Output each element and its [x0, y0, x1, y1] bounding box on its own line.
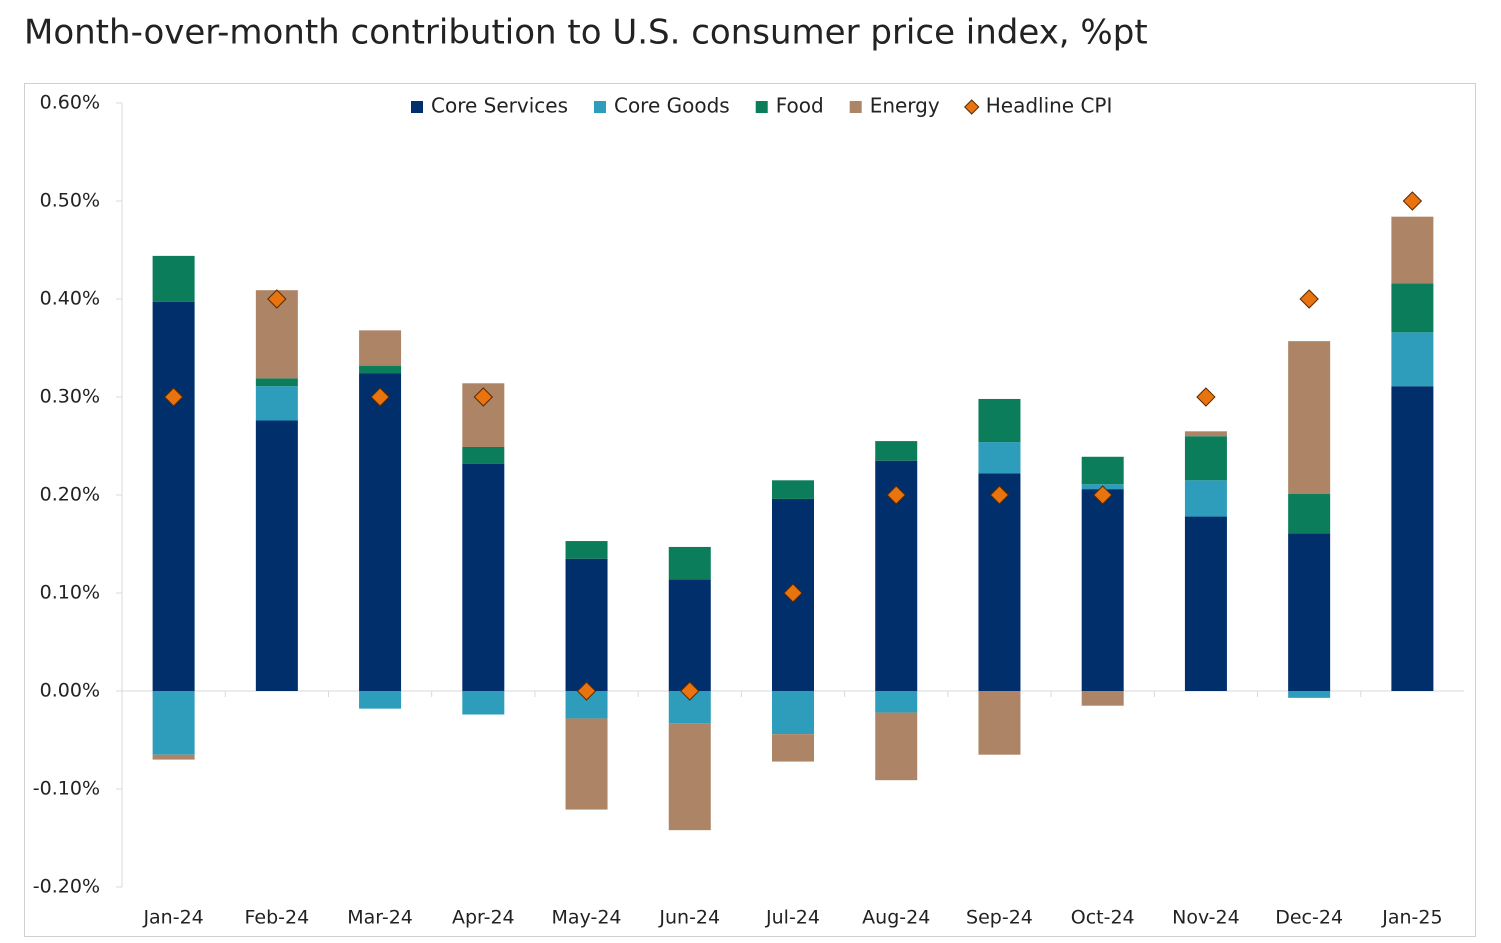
legend-label: Headline CPI [986, 94, 1113, 118]
legend-swatch [849, 101, 862, 113]
bar-segment [1391, 386, 1434, 691]
legend-label: Energy [870, 94, 940, 118]
legend-swatch [411, 101, 423, 113]
legend-label: Core Services [431, 94, 568, 118]
bar-segment [1288, 691, 1331, 698]
chart-frame [24, 83, 1476, 937]
bar-segment [1081, 489, 1124, 691]
bar-segment [668, 546, 711, 580]
y-tick-label: 0.40% [40, 288, 100, 310]
y-tick-label: 0.20% [40, 484, 100, 506]
bar-segment [255, 378, 298, 387]
bar-segment [152, 301, 195, 691]
bar-segment [1391, 216, 1434, 284]
headline-marker [1402, 191, 1423, 211]
bar-segment [1288, 341, 1331, 495]
bar-segment [978, 442, 1021, 474]
bar-segment [875, 441, 918, 461]
y-tick-label: 0.50% [40, 190, 100, 212]
legend-marker [964, 99, 980, 115]
bar-segment [772, 691, 814, 735]
bar-segment [668, 579, 711, 691]
bar-segment [462, 463, 505, 691]
bar-segment [152, 255, 195, 302]
headline-marker [680, 681, 700, 701]
bar-segment [978, 398, 1021, 443]
x-tick-label: Oct-24 [1071, 907, 1135, 929]
bar-segment [875, 691, 918, 713]
legend-swatch [755, 101, 768, 113]
bar-segment [978, 691, 1021, 755]
legend-label: Core Goods [614, 94, 730, 118]
bar-segment [1184, 516, 1227, 691]
headline-marker [989, 485, 1010, 505]
bar-segment [772, 480, 814, 499]
bar-segment [1081, 456, 1124, 485]
y-tick-label: -0.10% [33, 778, 100, 800]
bar-segment [1391, 283, 1434, 333]
y-tick-label: -0.20% [33, 876, 100, 898]
bar-segment [1184, 480, 1227, 517]
bar-segment [1288, 533, 1331, 691]
bar-segment [565, 718, 608, 810]
bar-segment [152, 754, 195, 760]
x-tick-label: Mar-24 [347, 907, 413, 929]
headline-marker [267, 289, 287, 309]
y-tick-label: 0.00% [40, 680, 100, 702]
bar-segment [152, 691, 195, 755]
x-tick-label: Nov-24 [1172, 907, 1240, 929]
y-tick-label: 0.30% [40, 386, 100, 408]
bar-segment [668, 723, 711, 831]
bar-segment [359, 330, 402, 366]
bar-segment [1288, 494, 1331, 534]
bar-segment [359, 373, 402, 691]
bar-segment [462, 691, 505, 715]
y-tick-label: 0.10% [40, 582, 100, 604]
bar-segment [565, 558, 608, 691]
headline-marker [1196, 387, 1216, 407]
x-tick-label: Sep-24 [966, 907, 1033, 929]
bar-segment [1184, 431, 1227, 437]
x-tick-label: Jul-24 [765, 907, 820, 929]
headline-marker [1092, 485, 1113, 505]
legend-label: Food [776, 94, 824, 118]
headline-marker [576, 681, 597, 701]
headline-marker [370, 387, 390, 407]
x-tick-label: May-24 [552, 907, 622, 929]
bar-segment [359, 365, 402, 374]
x-tick-label: Apr-24 [452, 907, 515, 929]
bar-segment [1184, 436, 1227, 481]
bar-segment [1391, 332, 1434, 387]
bar-segment [875, 712, 918, 781]
bar-segment [1081, 691, 1124, 706]
y-tick-label: 0.60% [40, 92, 100, 114]
x-tick-label: Jan-25 [1381, 907, 1442, 929]
x-tick-label: Aug-24 [862, 907, 930, 929]
headline-marker [783, 583, 803, 603]
chart-title: Month-over-month contribution to U.S. co… [24, 13, 1148, 53]
x-tick-label: Dec-24 [1275, 907, 1343, 929]
bar-segment [565, 541, 608, 559]
bar-segment [255, 386, 298, 421]
headline-marker [886, 485, 906, 505]
bar-segment [978, 473, 1021, 691]
x-tick-label: Feb-24 [245, 907, 310, 929]
headline-marker [1299, 289, 1319, 309]
headline-marker [163, 387, 184, 407]
bar-segment [462, 446, 505, 464]
bar-segment [772, 734, 814, 762]
x-tick-label: Jun-24 [658, 907, 720, 929]
bar-segment [255, 420, 298, 691]
legend-swatch [593, 101, 606, 113]
bar-segment [359, 691, 402, 709]
x-tick-label: Jan-24 [142, 907, 203, 929]
headline-marker [473, 387, 494, 407]
